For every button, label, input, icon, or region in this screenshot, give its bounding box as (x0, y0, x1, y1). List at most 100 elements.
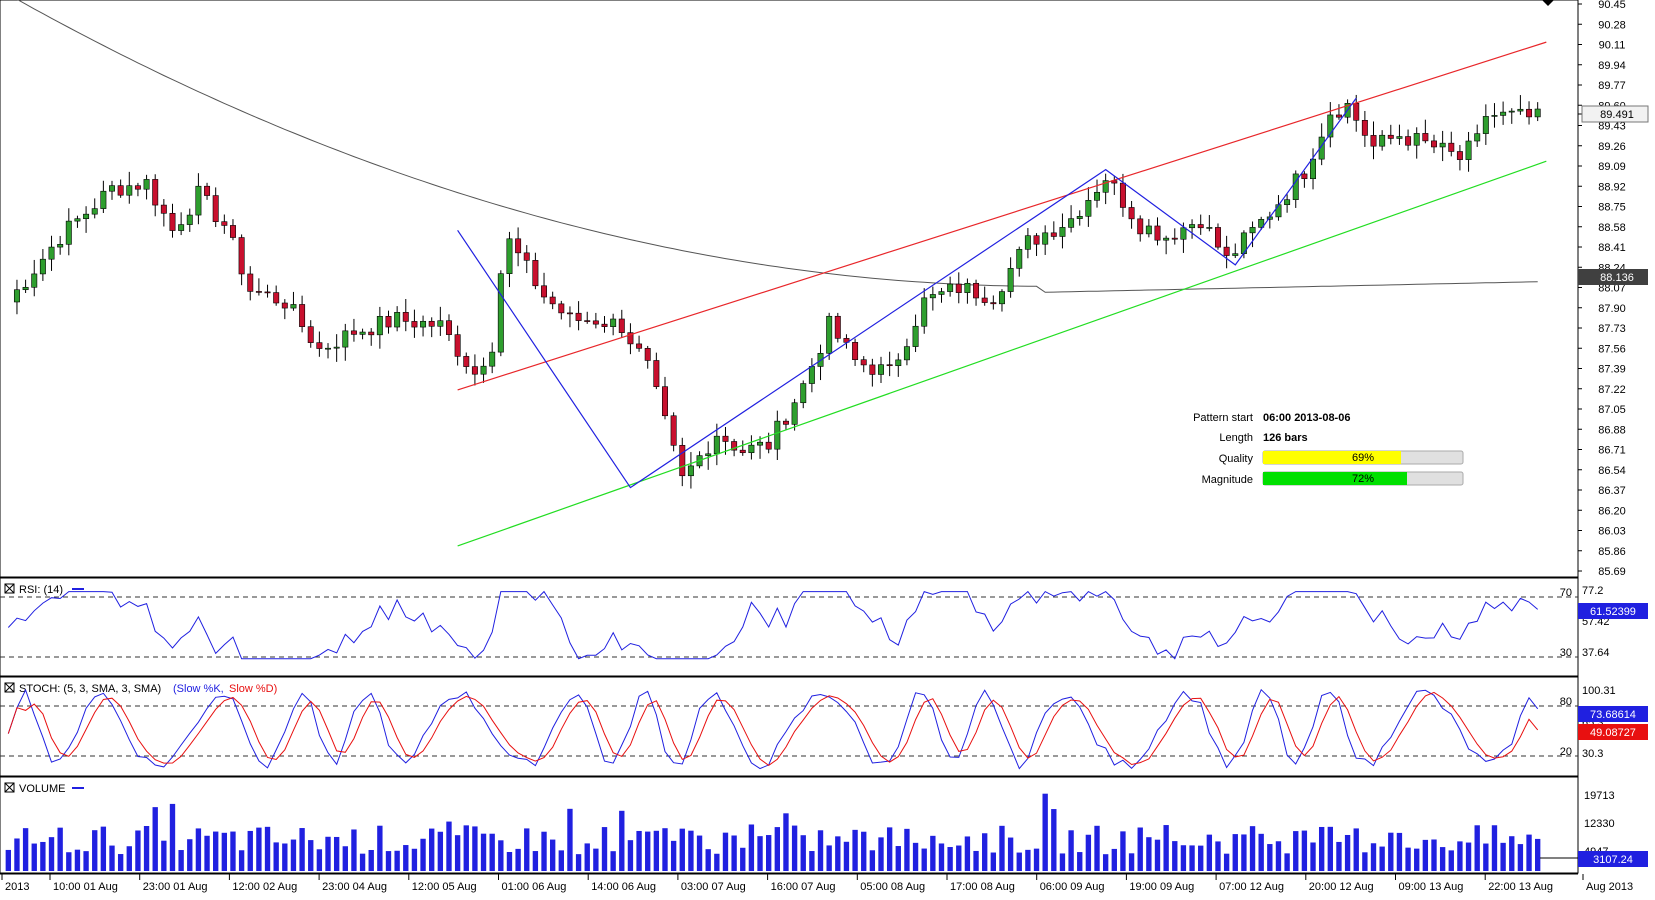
volume-bar (1102, 854, 1109, 871)
candle (290, 291, 297, 311)
candle-body (471, 366, 478, 375)
stoch-d-label: Slow %D) (229, 683, 277, 695)
volume-bar (1336, 841, 1342, 871)
volume-bar (446, 821, 452, 871)
candle-body (333, 346, 340, 349)
pattern-start-label: Pattern start (1193, 412, 1253, 424)
candle-body (1180, 227, 1187, 240)
candle (1223, 235, 1230, 269)
candle (83, 206, 90, 233)
candle-body (662, 386, 668, 417)
candle-body (592, 320, 599, 325)
volume-bar (1414, 848, 1420, 871)
magnitude-bar (1263, 472, 1407, 485)
candle (1171, 228, 1178, 245)
candle-body (83, 213, 90, 219)
moving-average-line (17, 0, 1538, 293)
price-tick-label: 86.71 (1598, 445, 1626, 457)
candle-body (402, 312, 409, 322)
stoch-line-layer (7, 688, 1539, 770)
price-tick-label: 89.77 (1598, 80, 1626, 92)
volume-bar (256, 827, 262, 871)
time-tick-label: 05:00 08 Aug (860, 881, 925, 893)
volume-bar (1422, 839, 1429, 871)
candle-body (1517, 108, 1524, 112)
volume-bar (480, 833, 487, 871)
candle (791, 398, 798, 431)
candle (152, 174, 159, 217)
volume-bar (705, 849, 711, 871)
time-tick-label: 09:00 13 Aug (1399, 881, 1464, 893)
ma-price-tag: 88.136 (1578, 269, 1648, 285)
candle (1249, 221, 1256, 248)
volume-bar (593, 848, 599, 871)
candle (1215, 223, 1221, 250)
candle (964, 278, 971, 304)
candle-body (1059, 227, 1066, 237)
volume-bar (766, 835, 772, 871)
candle (1197, 214, 1204, 235)
current-price-tag: 89.491 (1578, 105, 1649, 123)
candle (1318, 123, 1325, 166)
candle (903, 338, 910, 366)
time-tick-label: 10:00 01 Aug (53, 881, 118, 893)
volume-bar (541, 831, 547, 871)
candle (679, 437, 686, 487)
candle-body (1215, 227, 1221, 248)
pattern-magnitude-label: Magnitude (1202, 474, 1253, 486)
time-tick-label: 22:00 13 Aug (1488, 881, 1553, 893)
candle-body (1474, 133, 1481, 142)
volume-bar (653, 830, 660, 871)
volume-bar (515, 848, 521, 871)
candle (506, 231, 513, 288)
candle (454, 325, 461, 366)
candle-body (394, 312, 401, 328)
candle (195, 173, 202, 225)
stoch-level-20-label: 20 (1560, 746, 1572, 758)
candle (489, 342, 496, 374)
candle-body (1137, 218, 1144, 235)
candle (748, 435, 755, 460)
stoch-axis: 100.31 65.3 30.3 73.68614 49.08727 (1578, 685, 1648, 760)
candle-body (437, 320, 444, 327)
volume-bar (999, 825, 1005, 871)
volume-bar (22, 828, 29, 871)
volume-tick: 12330 (1584, 818, 1615, 830)
candle (109, 180, 115, 200)
candle-body (91, 208, 98, 215)
price-tick-label: 85.86 (1598, 546, 1626, 558)
candle (947, 276, 954, 297)
candle-body (705, 453, 712, 456)
volume-bar (1379, 846, 1385, 871)
price-panel (0, 0, 1579, 578)
volume-bar (947, 847, 953, 871)
time-tick-label: 12:00 02 Aug (232, 881, 297, 893)
candle (1042, 225, 1049, 255)
volume-bar (126, 846, 132, 871)
candle (1387, 124, 1394, 145)
candle-body (541, 285, 548, 298)
volume-bar (1016, 852, 1022, 871)
candle (1465, 131, 1472, 172)
candle-body (1301, 173, 1308, 180)
volume-bar (437, 831, 444, 871)
price-tick-label: 89.94 (1598, 60, 1626, 72)
candle (350, 318, 357, 342)
volume-bar (662, 828, 668, 871)
time-tick-label: 03:00 07 Aug (681, 881, 746, 893)
volume-bar (843, 841, 850, 871)
stoch-d-value: 49.08727 (1590, 727, 1636, 739)
volume-panel: VOLUME (0, 776, 1579, 874)
stoch-k-value: 73.68614 (1590, 709, 1636, 721)
candle-body (1405, 136, 1412, 146)
volume-bar (135, 830, 141, 871)
candle (1068, 205, 1075, 233)
candle (471, 354, 478, 386)
candle-body (1491, 115, 1498, 117)
volume-bar (264, 826, 271, 871)
candle-body (886, 364, 893, 367)
volume-bar (385, 851, 392, 871)
volume-bar (1362, 852, 1368, 871)
price-tick-label: 89.43 (1598, 121, 1626, 133)
candle (411, 309, 418, 338)
